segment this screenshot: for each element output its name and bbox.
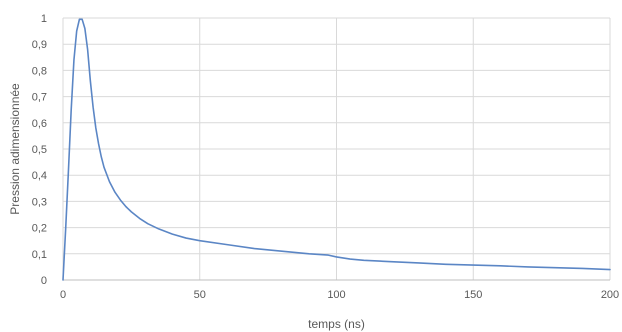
y-tick-label: 0,1: [32, 249, 47, 261]
y-tick-labels: 0 0,1 0,2 0,3 0,4 0,5 0,6 0,7 0,8 0,9 1: [32, 13, 47, 287]
x-tick-label: 0: [60, 289, 66, 301]
y-tick-label: 0,4: [32, 170, 47, 182]
y-tick-label: 0,3: [32, 196, 47, 208]
y-tick-label: 0,5: [32, 144, 47, 156]
x-axis-title: temps (ns): [308, 317, 365, 331]
y-tick-label: 0,7: [32, 92, 47, 104]
y-tick-label: 0,8: [32, 65, 47, 77]
grid-lines: [62, 17, 611, 281]
x-tick-label: 50: [194, 289, 206, 301]
x-tick-label: 200: [601, 289, 619, 301]
y-tick-label: 0,9: [32, 39, 47, 51]
x-tick-labels: 0 50 100 150 200: [60, 289, 619, 301]
y-axis-title: Pression adimensionnée: [8, 83, 22, 215]
y-tick-label: 1: [41, 13, 47, 25]
y-tick-label: 0,2: [32, 223, 47, 235]
series-lines: [62, 18, 611, 281]
series-line-0: [62, 18, 611, 281]
y-tick-label: 0,6: [32, 118, 47, 130]
x-tick-label: 150: [464, 289, 482, 301]
x-tick-label: 100: [327, 289, 345, 301]
y-tick-label: 0: [41, 275, 47, 287]
